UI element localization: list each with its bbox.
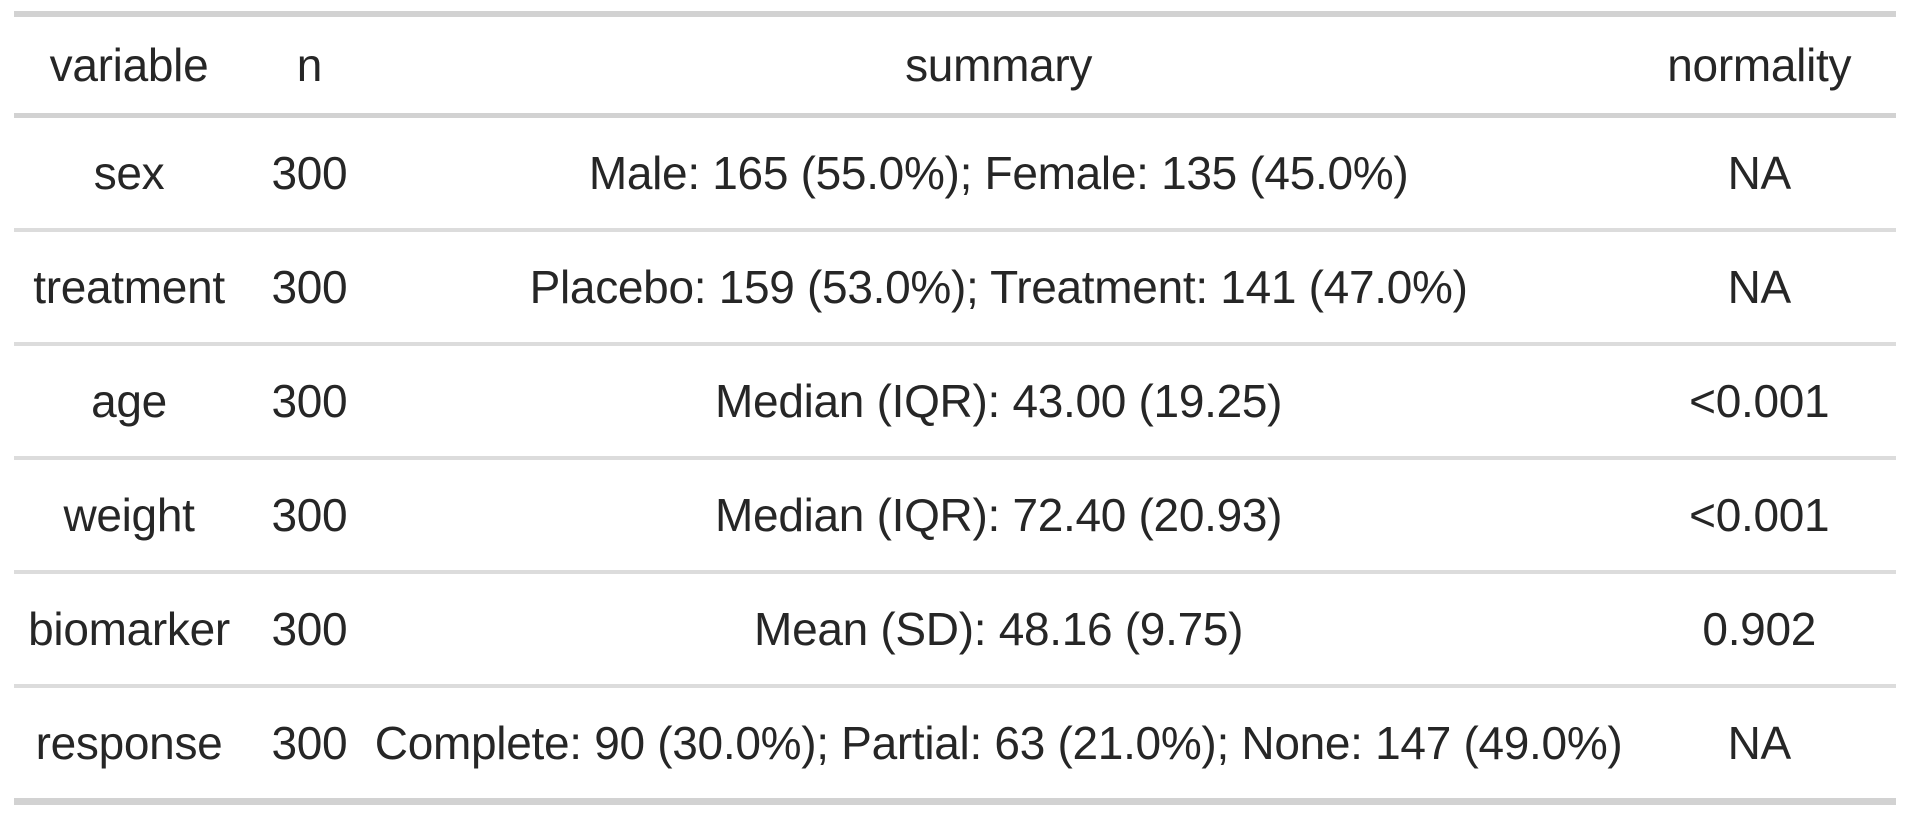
cell-variable: biomarker	[14, 570, 245, 686]
cell-normality: 0.902	[1622, 570, 1896, 686]
cell-variable: weight	[14, 456, 245, 572]
cell-normality: NA	[1622, 684, 1896, 802]
cell-summary: Median (IQR): 72.40 (20.93)	[374, 456, 1623, 572]
table-row-sex: sex 300 Male: 165 (55.0%); Female: 135 (…	[14, 116, 1896, 231]
cell-variable: age	[14, 342, 245, 458]
table-row-biomarker: biomarker 300 Mean (SD): 48.16 (9.75) 0.…	[14, 570, 1896, 686]
cell-n: 300	[244, 456, 375, 572]
table-row-age: age 300 Median (IQR): 43.00 (19.25) <0.0…	[14, 342, 1896, 458]
cell-normality: <0.001	[1622, 342, 1896, 458]
cell-variable: treatment	[14, 228, 245, 344]
table-row-weight: weight 300 Median (IQR): 72.40 (20.93) <…	[14, 456, 1896, 572]
column-header-normality: normality	[1622, 14, 1896, 118]
cell-n: 300	[244, 342, 375, 458]
table-row-response: response 300 Complete: 90 (30.0%); Parti…	[14, 684, 1896, 802]
cell-n: 300	[271, 146, 348, 199]
cell-summary: Median (IQR): 43.00 (19.25)	[374, 342, 1623, 458]
summary-statistics-table: variable n summary normality sex 300 Mal…	[14, 11, 1896, 805]
cell-n: 300	[244, 228, 375, 344]
cell-variable: sex	[93, 146, 165, 199]
cell-normality: NA	[1727, 146, 1792, 199]
cell-n: 300	[244, 684, 375, 802]
table-row-treatment: treatment 300 Placebo: 159 (53.0%); Trea…	[14, 228, 1896, 344]
cell-n: 300	[244, 570, 375, 686]
summary-table-container: variable n summary normality sex 300 Mal…	[14, 11, 1896, 805]
header-row: variable n summary normality	[14, 14, 1896, 118]
cell-summary: Male: 165 (55.0%); Female: 135 (45.0%)	[588, 146, 1409, 199]
cell-normality: <0.001	[1622, 456, 1896, 572]
cell-summary: Mean (SD): 48.16 (9.75)	[374, 570, 1623, 686]
cell-summary: Placebo: 159 (53.0%); Treatment: 141 (47…	[374, 228, 1623, 344]
column-header-summary: summary	[374, 14, 1623, 118]
cell-variable: response	[14, 684, 245, 802]
cell-summary: Complete: 90 (30.0%); Partial: 63 (21.0%…	[374, 684, 1623, 802]
column-header-n: n	[244, 14, 375, 118]
cell-normality: NA	[1622, 228, 1896, 344]
column-header-variable: variable	[14, 14, 245, 118]
